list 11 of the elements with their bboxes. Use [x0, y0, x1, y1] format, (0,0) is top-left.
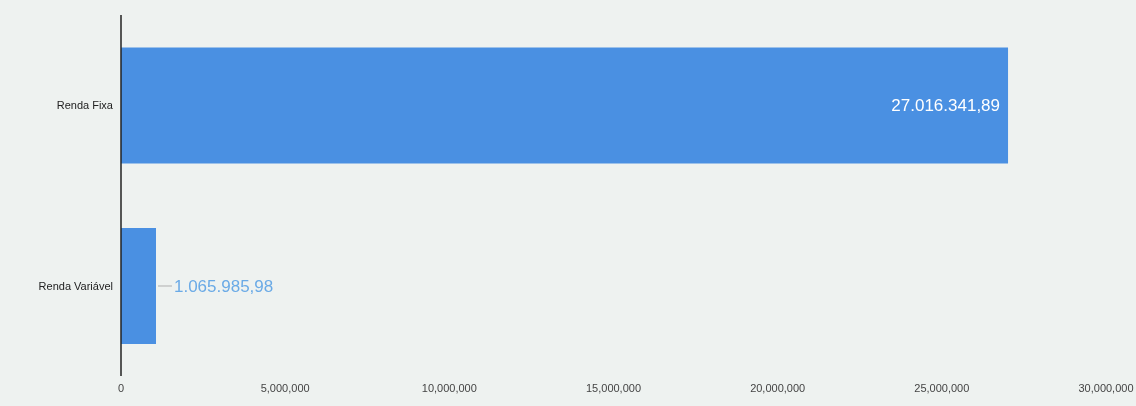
x-tick-label: 10,000,000 — [421, 381, 477, 394]
data-label: 1.065.985,98 — [174, 276, 274, 296]
data-label: 27.016.341,89 — [891, 96, 1001, 116]
x-tick-label: 0 — [117, 381, 125, 394]
x-tick-label: 20,000,000 — [750, 381, 806, 394]
x-tick-label: 15,000,000 — [585, 381, 642, 394]
x-tick-label: 25,000,000 — [914, 381, 970, 394]
x-tick-label: 30,000,000 — [1078, 381, 1134, 394]
x-tick-label: 5,000,000 — [260, 381, 310, 394]
y-tick-label: Renda Variável — [38, 279, 113, 292]
y-tick-label: Renda Fixa — [56, 99, 114, 112]
